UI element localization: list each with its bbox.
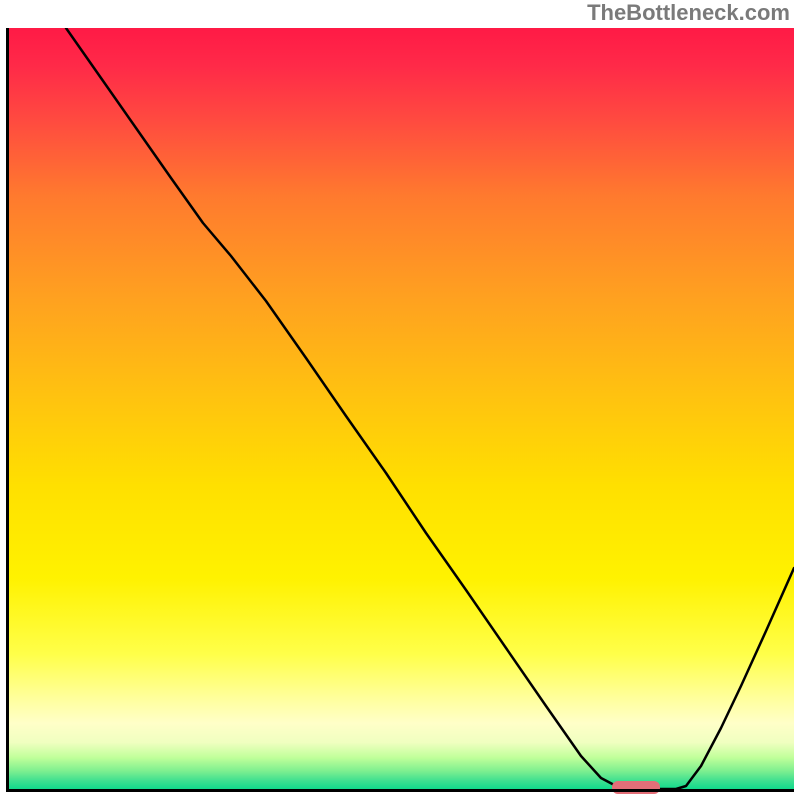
y-axis: [6, 28, 9, 792]
watermark-text: TheBottleneck.com: [587, 0, 790, 26]
gradient-background: [6, 28, 794, 792]
chart-container: TheBottleneck.com: [0, 0, 800, 800]
chart-svg: [6, 28, 794, 792]
plot-area: [6, 28, 794, 792]
curve-line: [66, 28, 794, 789]
x-axis: [6, 789, 794, 792]
